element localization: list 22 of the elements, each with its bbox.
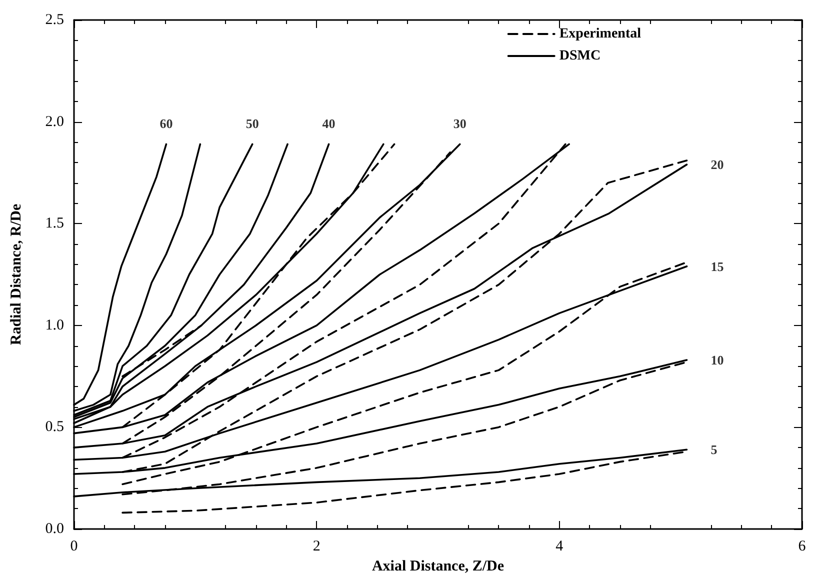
annotation: 10 xyxy=(710,352,724,368)
y-tick-label: 0.0 xyxy=(45,521,64,537)
legend-label: Experimental xyxy=(559,26,642,42)
annotation: 60 xyxy=(160,116,173,132)
annotation: 50 xyxy=(246,116,259,132)
y-tick-label: 1.5 xyxy=(45,216,64,232)
y-tick-label: 1.0 xyxy=(45,317,64,334)
y-tick-label: 0.5 xyxy=(45,419,64,436)
annotation: 20 xyxy=(710,157,724,172)
y-tick-label: 2.0 xyxy=(45,114,64,130)
x-axis-title: Axial Distance, Z/De xyxy=(372,558,504,574)
x-tick-label: 0 xyxy=(70,538,78,554)
annotation: 40 xyxy=(322,116,336,132)
annotation: 30 xyxy=(453,116,466,132)
y-axis-title: Radial Distance, R/De xyxy=(8,204,24,346)
y-tick-label: 2.5 xyxy=(45,12,64,28)
x-tick-label: 4 xyxy=(556,538,564,554)
legend-label: DSMC xyxy=(559,48,601,64)
x-tick-label: 6 xyxy=(798,538,806,554)
x-tick-label: 2 xyxy=(312,538,320,554)
annotation: 5 xyxy=(710,442,718,458)
annotation: 15 xyxy=(710,258,724,274)
